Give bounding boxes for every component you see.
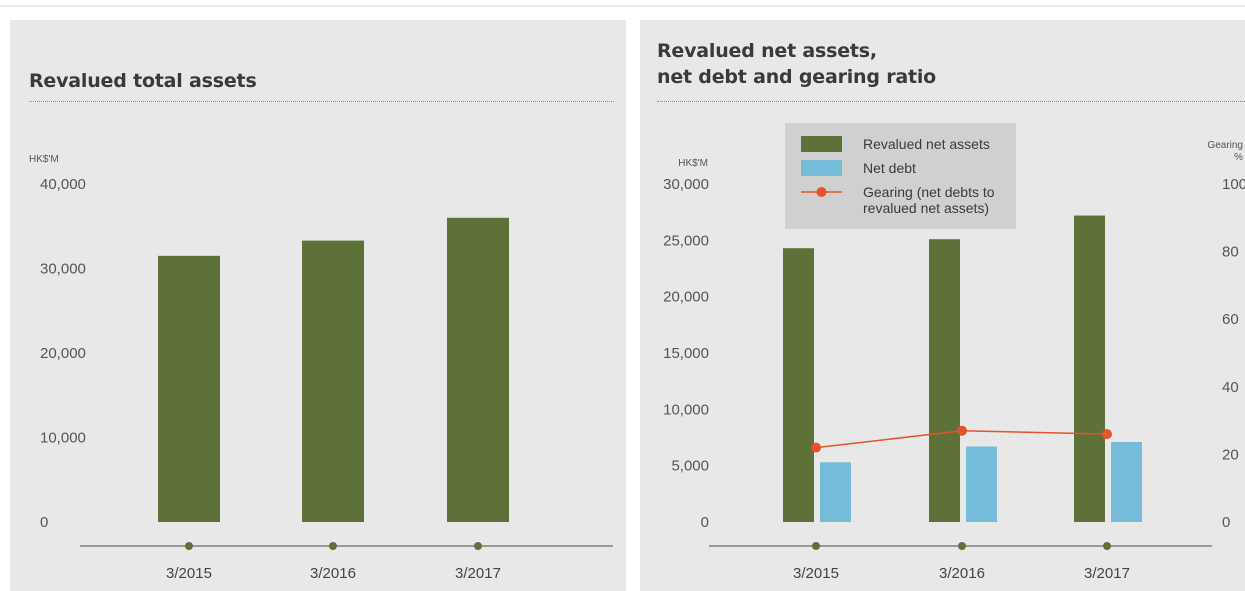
x-axis-dot xyxy=(812,542,820,550)
bar-revalued-net-assets xyxy=(1074,215,1105,522)
title-dotted-rule xyxy=(657,101,1245,102)
legend-line-marker xyxy=(801,187,842,197)
y2-tick-label: 80 xyxy=(1222,244,1239,261)
bar-net-debt xyxy=(966,446,997,522)
legend-swatch xyxy=(801,136,842,152)
chart-title: Revalued total assets xyxy=(29,70,257,92)
x-tick-label: 3/2015 xyxy=(166,565,212,582)
y2-tick-label: 20 xyxy=(1222,446,1239,463)
x-tick-label: 3/2015 xyxy=(793,565,839,582)
y-axis-unit-label: HK$'M xyxy=(29,154,59,165)
x-tick-label: 3/2017 xyxy=(1084,565,1130,582)
bar-net-debt xyxy=(820,462,851,522)
x-axis-dot xyxy=(329,542,337,550)
x-axis-dot xyxy=(474,542,482,550)
bar-total-assets xyxy=(302,240,364,523)
chart-title: Revalued net assets, net debt and gearin… xyxy=(657,40,937,88)
bar-total-assets xyxy=(158,255,220,522)
legend-swatch xyxy=(801,160,842,176)
y-tick-label: 0 xyxy=(40,514,48,531)
total-assets-chart: HK$'M 0 10,000 20,000 30,000 40,000 3/2015 3/20… xyxy=(29,154,613,582)
net-assets-gearing-panel: Revalued net assets, net debt and gearin… xyxy=(640,20,1245,591)
bar-total-assets xyxy=(447,217,509,523)
gearing-point xyxy=(811,442,821,453)
y-tick-label: 5,000 xyxy=(671,458,709,475)
y-tick-label: 30,000 xyxy=(40,261,86,278)
y-tick-label: 20,000 xyxy=(663,289,709,306)
y2-axis-unit-label: Gearing% xyxy=(1207,140,1243,163)
revalued-total-assets-panel: Revalued total assets HK$'M 0 10,000 20,000… xyxy=(10,20,626,591)
y-axis-unit-label: HK$'M xyxy=(678,158,708,169)
top-divider xyxy=(0,5,1245,7)
legend-label: Net debt xyxy=(863,160,916,176)
bar-net-debt xyxy=(1111,442,1142,522)
x-tick-label: 3/2016 xyxy=(939,565,985,582)
x-axis-dot xyxy=(185,542,193,550)
y-tick-label: 10,000 xyxy=(663,401,709,418)
y2-tick-label: 0 xyxy=(1222,514,1230,531)
y-tick-label: 40,000 xyxy=(40,176,86,193)
y-tick-label: 30,000 xyxy=(663,176,709,193)
legend-label: Revalued net assets xyxy=(863,136,990,152)
x-axis-dot xyxy=(1103,542,1111,550)
x-tick-label: 3/2017 xyxy=(455,565,501,582)
bar-revalued-net-assets xyxy=(929,239,960,522)
y2-tick-label: 40 xyxy=(1222,379,1239,396)
y-tick-label: 15,000 xyxy=(663,345,709,362)
gearing-point xyxy=(1102,429,1112,440)
y-tick-label: 10,000 xyxy=(40,430,86,447)
gearing-point xyxy=(957,425,967,436)
net-assets-gearing-chart: HK$'M 0 5,000 10,000 15,000 20,000 25,000 30,00… xyxy=(663,140,1245,582)
y-tick-label: 25,000 xyxy=(663,232,709,249)
title-dotted-rule xyxy=(29,101,614,102)
legend-label: Gearing (net debts to revalued net asset… xyxy=(863,184,995,216)
y-tick-label: 0 xyxy=(701,514,709,531)
y-tick-label: 20,000 xyxy=(40,345,86,362)
y2-tick-label: 100 xyxy=(1222,176,1245,193)
x-axis-dot xyxy=(958,542,966,550)
y2-tick-label: 60 xyxy=(1222,311,1239,328)
chart-legend: Revalued net assets Net debt Gearing (ne… xyxy=(785,123,1016,229)
bar-revalued-net-assets xyxy=(783,248,814,522)
x-tick-label: 3/2016 xyxy=(310,565,356,582)
